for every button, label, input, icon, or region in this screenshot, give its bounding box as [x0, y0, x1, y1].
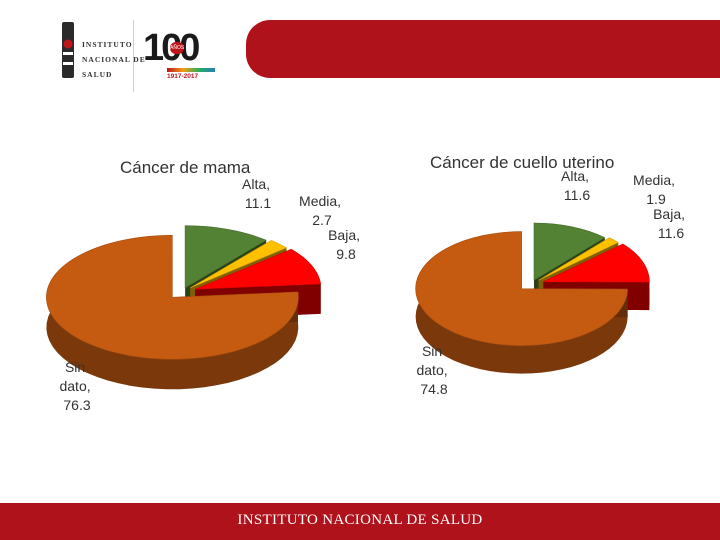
logo-divider — [133, 20, 134, 92]
slice-label-alta: Alta, 11.1 — [242, 176, 274, 211]
institute-logo-icon — [62, 22, 74, 78]
logo-text-line-3: SALUD — [82, 70, 113, 79]
logo-text-line-1: INSTITUTO — [82, 40, 133, 49]
chart-title: Cáncer de mama — [120, 158, 251, 177]
slice-baja — [195, 248, 322, 290]
anniversary-rainbow — [167, 68, 215, 72]
anniversary-logo: 100 AÑOS 1917-2017 — [143, 28, 223, 84]
chart-title: Cáncer de cuello uterino — [430, 153, 614, 172]
slice-label-alta: Alta, 11.6 — [561, 168, 593, 203]
slice-label-sin-dato: Sin dato, 74.8 — [416, 343, 451, 397]
slice-label-baja: Baja, 11.6 — [653, 206, 689, 241]
slice-alta — [533, 222, 606, 281]
anniversary-badge: AÑOS — [170, 42, 184, 54]
slice-media — [190, 240, 288, 289]
slice-label-sin-dato: Sin dato, 76.3 — [59, 359, 94, 413]
slice-baja — [543, 243, 650, 283]
chart-breast-cancer: Cáncer de mama Alta, 11.1 Media, 2.7 Baj… — [46, 158, 364, 413]
slice-media — [538, 237, 619, 281]
header-band — [246, 20, 720, 78]
slice-sin-dato — [46, 234, 299, 360]
footer-text: INSTITUTO NACIONAL DE SALUD — [237, 512, 483, 528]
anniversary-years: 1917-2017 — [167, 73, 199, 80]
logo-text-line-2: NACIONAL DE — [82, 55, 146, 64]
slice-alta — [184, 225, 267, 289]
slice-label-media: Media, 1.9 — [633, 172, 679, 207]
chart-cervical-cancer: Cáncer de cuello uterino Alta, 11.6 Medi… — [415, 153, 689, 397]
footer-band — [0, 503, 720, 540]
slice-label-media: Media, 2.7 — [299, 193, 345, 228]
slice-label-baja: Baja, 9.8 — [328, 227, 364, 262]
slice-sin-dato — [415, 231, 628, 346]
pie-charts: Cáncer de mama Alta, 11.1 Media, 2.7 Baj… — [46, 153, 689, 413]
